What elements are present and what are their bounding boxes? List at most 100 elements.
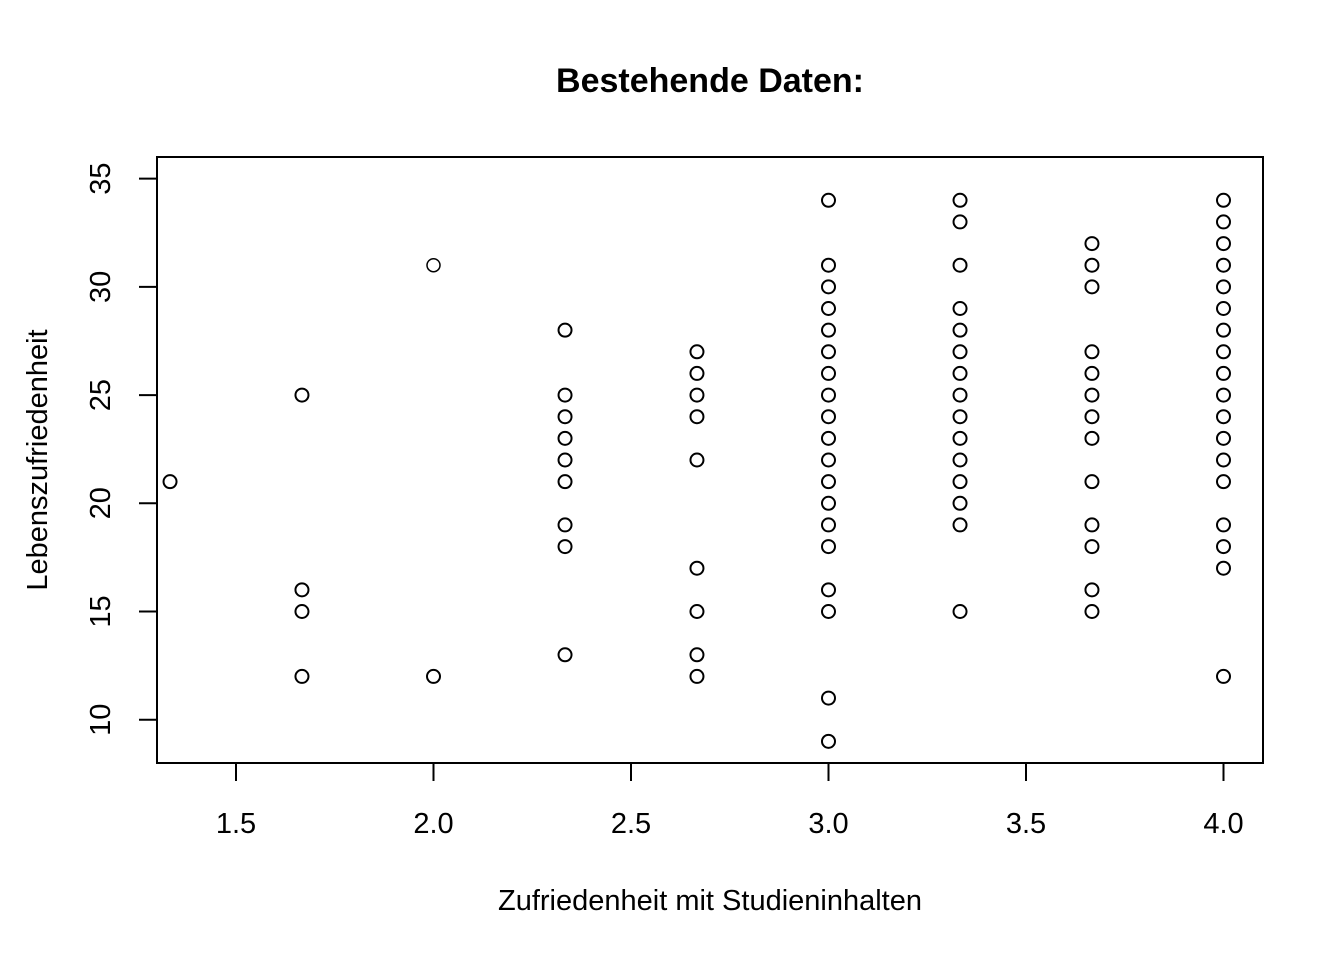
data-point bbox=[1216, 192, 1231, 208]
data-point bbox=[1084, 539, 1100, 555]
data-point bbox=[1084, 474, 1100, 490]
data-point bbox=[952, 192, 968, 208]
y-axis-label: Lebenszufriedenheit bbox=[22, 329, 54, 590]
data-point bbox=[557, 517, 573, 533]
data-point bbox=[952, 409, 968, 425]
data-point bbox=[1084, 430, 1100, 446]
data-point bbox=[557, 409, 573, 425]
data-point bbox=[689, 409, 705, 425]
data-point bbox=[689, 365, 705, 381]
data-point bbox=[1216, 387, 1231, 403]
data-point bbox=[952, 365, 968, 381]
data-point bbox=[1216, 344, 1231, 360]
data-point bbox=[952, 474, 968, 490]
data-point bbox=[952, 322, 968, 338]
data-point bbox=[952, 344, 968, 360]
data-point bbox=[689, 344, 705, 360]
plot-frame bbox=[156, 156, 1264, 764]
data-point bbox=[689, 647, 705, 663]
data-point bbox=[1084, 279, 1100, 295]
data-point bbox=[1216, 279, 1231, 295]
x-axis: 1.5 2.0 2.5 3.0 3.5 4.0 bbox=[216, 763, 1244, 840]
chart-title: Bestehende Daten: bbox=[556, 62, 864, 100]
data-point bbox=[1216, 539, 1231, 555]
data-point bbox=[1084, 257, 1100, 273]
data-point bbox=[821, 474, 836, 490]
y-axis: 10 15 20 25 30 35 bbox=[85, 163, 157, 736]
data-point bbox=[821, 582, 836, 598]
y-tick-label: 35 bbox=[85, 163, 117, 195]
data-point bbox=[1216, 560, 1231, 576]
data-point bbox=[294, 604, 310, 619]
data-point bbox=[952, 430, 968, 446]
data-point bbox=[1084, 344, 1100, 360]
data-point bbox=[557, 430, 573, 446]
data-point bbox=[557, 452, 573, 468]
data-point bbox=[952, 301, 968, 316]
data-point bbox=[952, 452, 968, 468]
data-point bbox=[689, 604, 705, 619]
data-point bbox=[294, 582, 310, 598]
data-point bbox=[821, 192, 836, 208]
data-point bbox=[1216, 322, 1231, 338]
data-point bbox=[162, 474, 178, 490]
data-point bbox=[952, 495, 968, 511]
data-point bbox=[821, 365, 836, 381]
y-tick-label: 10 bbox=[85, 704, 117, 736]
data-point bbox=[1216, 430, 1231, 446]
data-point bbox=[294, 387, 310, 403]
data-point bbox=[821, 495, 836, 511]
data-point bbox=[952, 387, 968, 403]
data-point bbox=[1216, 236, 1231, 252]
data-point bbox=[557, 322, 573, 338]
data-point bbox=[426, 668, 441, 684]
data-point bbox=[821, 279, 836, 295]
data-point bbox=[821, 301, 836, 316]
data-point bbox=[1216, 452, 1231, 468]
data-point bbox=[952, 257, 968, 273]
data-point bbox=[821, 452, 836, 468]
data-point bbox=[952, 604, 968, 619]
data-point bbox=[1084, 236, 1100, 252]
data-point bbox=[821, 387, 836, 403]
y-tick-label: 30 bbox=[85, 271, 117, 303]
y-tick-label: 20 bbox=[85, 487, 117, 519]
data-point bbox=[1216, 409, 1231, 425]
data-point bbox=[1216, 668, 1231, 684]
x-tick-label: 2.5 bbox=[611, 808, 651, 840]
data-point bbox=[821, 344, 836, 360]
x-tick-label: 3.0 bbox=[808, 808, 848, 840]
data-point bbox=[1084, 387, 1100, 403]
data-point bbox=[821, 517, 836, 533]
data-point bbox=[1216, 517, 1231, 533]
data-point bbox=[557, 474, 573, 490]
data-point bbox=[821, 539, 836, 555]
data-point bbox=[689, 452, 705, 468]
data-point bbox=[1216, 474, 1231, 490]
data-point bbox=[557, 539, 573, 555]
data-point bbox=[821, 409, 836, 425]
data-point bbox=[821, 257, 836, 273]
data-point bbox=[821, 322, 836, 338]
x-tick-label: 3.5 bbox=[1006, 808, 1046, 840]
data-point bbox=[952, 517, 968, 533]
data-point bbox=[1084, 517, 1100, 533]
data-point bbox=[1216, 365, 1231, 381]
x-axis-label: Zufriedenheit mit Studieninhalten bbox=[498, 885, 922, 917]
data-point bbox=[557, 647, 573, 663]
data-point bbox=[821, 430, 836, 446]
data-point bbox=[1216, 257, 1231, 273]
x-tick-label: 2.0 bbox=[413, 808, 453, 840]
data-point bbox=[1216, 301, 1231, 316]
y-tick-label: 15 bbox=[85, 595, 117, 627]
data-point bbox=[294, 668, 310, 684]
data-point bbox=[1084, 582, 1100, 598]
data-point bbox=[557, 387, 573, 403]
y-tick-label: 25 bbox=[85, 379, 117, 411]
data-point bbox=[689, 387, 705, 403]
data-point bbox=[1084, 409, 1100, 425]
data-point bbox=[1216, 214, 1231, 230]
data-points bbox=[162, 192, 1231, 749]
x-tick-label: 1.5 bbox=[216, 808, 256, 840]
